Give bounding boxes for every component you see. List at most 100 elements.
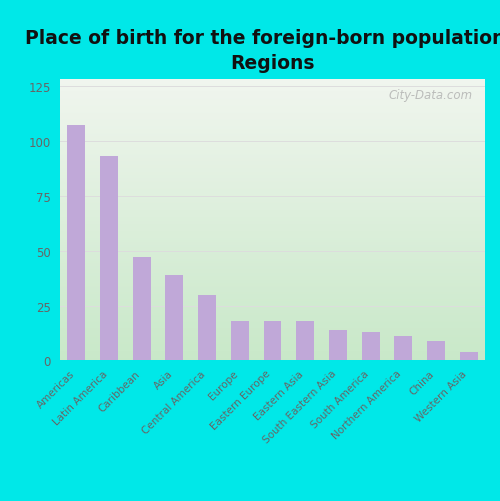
Bar	[60, 329, 485, 330]
Bar	[60, 287, 485, 288]
Bar	[60, 288, 485, 289]
Bar	[60, 139, 485, 140]
Bar	[60, 226, 485, 227]
Bar	[60, 231, 485, 233]
Bar	[60, 357, 485, 358]
Bar	[60, 212, 485, 213]
Bar	[60, 323, 485, 324]
Bar	[60, 194, 485, 195]
Bar	[60, 140, 485, 142]
Bar	[60, 83, 485, 84]
Bar	[60, 210, 485, 212]
Bar	[60, 315, 485, 316]
Bar	[60, 266, 485, 267]
Bar	[60, 135, 485, 136]
Bar	[60, 229, 485, 230]
Bar	[60, 201, 485, 202]
Bar	[60, 234, 485, 236]
Bar	[60, 240, 485, 241]
Bar	[60, 129, 485, 131]
Bar	[60, 334, 485, 336]
Bar	[60, 132, 485, 133]
Bar	[60, 84, 485, 86]
Bar	[60, 285, 485, 287]
Bar	[60, 248, 485, 250]
Bar	[60, 257, 485, 259]
Bar	[60, 100, 485, 101]
Bar	[60, 205, 485, 206]
Bar	[60, 171, 485, 173]
Bar	[60, 250, 485, 252]
Bar	[60, 302, 485, 303]
Bar	[60, 208, 485, 209]
Bar	[60, 355, 485, 357]
Bar	[60, 142, 485, 143]
Bar	[60, 160, 485, 161]
Bar	[60, 89, 485, 90]
Bar	[60, 278, 485, 280]
Bar	[60, 340, 485, 341]
Bar	[60, 273, 485, 274]
Bar	[60, 294, 485, 295]
Bar	[60, 320, 485, 322]
Bar	[60, 274, 485, 275]
Bar	[60, 309, 485, 310]
Bar	[60, 110, 485, 111]
Bar	[60, 322, 485, 323]
Bar	[60, 343, 485, 344]
Bar	[60, 104, 485, 105]
Bar	[60, 105, 485, 107]
Bar	[60, 233, 485, 234]
Bar	[60, 347, 485, 348]
Bar	[68, 126, 86, 361]
Bar	[60, 195, 485, 196]
Bar	[460, 352, 477, 361]
Bar	[60, 178, 485, 180]
Bar	[60, 203, 485, 205]
Bar	[60, 256, 485, 257]
Bar	[60, 270, 485, 271]
Bar	[60, 146, 485, 147]
Bar	[60, 115, 485, 117]
Bar	[60, 354, 485, 355]
Bar	[60, 209, 485, 210]
Bar	[60, 159, 485, 160]
Bar	[166, 275, 184, 361]
Bar	[60, 341, 485, 343]
Bar	[60, 119, 485, 121]
Bar	[60, 330, 485, 331]
Bar	[60, 188, 485, 189]
Bar	[60, 222, 485, 223]
Bar	[198, 295, 216, 361]
Bar	[60, 247, 485, 248]
Bar	[60, 189, 485, 191]
Bar	[329, 330, 347, 361]
Bar	[60, 124, 485, 125]
Bar	[60, 230, 485, 231]
Bar	[60, 206, 485, 208]
Bar	[60, 280, 485, 281]
Bar	[60, 254, 485, 256]
Bar	[60, 157, 485, 159]
Bar	[60, 317, 485, 319]
Bar	[60, 260, 485, 261]
Bar	[60, 338, 485, 340]
Bar	[60, 327, 485, 329]
Bar	[60, 292, 485, 294]
Bar	[60, 192, 485, 194]
Bar	[60, 220, 485, 222]
Bar	[132, 258, 150, 361]
Bar	[60, 281, 485, 282]
Bar	[60, 196, 485, 198]
Bar	[60, 111, 485, 112]
Bar	[60, 198, 485, 199]
Bar	[60, 268, 485, 270]
Bar	[60, 182, 485, 184]
Bar	[60, 107, 485, 108]
Bar	[60, 98, 485, 100]
Bar	[60, 121, 485, 122]
Bar	[60, 295, 485, 296]
Bar	[60, 133, 485, 135]
Bar	[60, 80, 485, 82]
Bar	[60, 150, 485, 152]
